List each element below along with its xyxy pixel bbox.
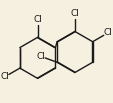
- Text: Cl: Cl: [70, 9, 79, 18]
- Text: Cl: Cl: [103, 28, 111, 37]
- Text: Cl: Cl: [33, 15, 42, 24]
- Text: Cl: Cl: [0, 72, 9, 81]
- Text: Cl: Cl: [36, 52, 45, 61]
